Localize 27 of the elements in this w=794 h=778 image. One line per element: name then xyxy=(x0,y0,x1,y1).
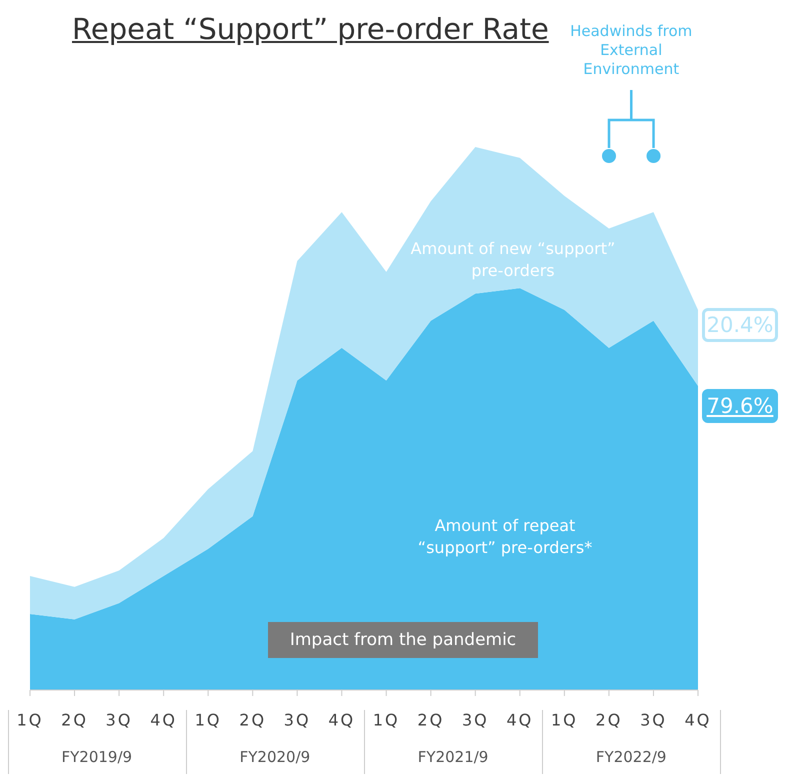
x-tick-label: 4Q xyxy=(506,710,534,730)
x-tick-label: 2Q xyxy=(596,710,622,730)
x-tick-label: 2Q xyxy=(61,710,88,730)
series-label: Amount of repeat “support” pre-orders* xyxy=(416,515,594,559)
x-tick-label: 3Q xyxy=(284,710,311,730)
x-tick-label: 2Q xyxy=(417,710,444,730)
annotation: Impact from the pandemic xyxy=(268,622,538,658)
text: FY2020/9 xyxy=(238,748,312,766)
text: 79.6% xyxy=(702,388,778,423)
text: 20.4% xyxy=(702,308,778,342)
x-tick-label: 3Q xyxy=(462,710,489,730)
chart-title: Repeat “Support” pre-order Rate xyxy=(72,12,549,46)
x-tick-label: 1Q xyxy=(16,710,44,730)
x-tick-label: 1Q xyxy=(194,710,222,730)
x-tick-label: 1Q xyxy=(372,710,400,730)
x-tick-label: 3Q xyxy=(640,710,667,730)
text: FY2021/9 xyxy=(416,748,490,766)
x-tick-label: 4Q xyxy=(684,710,712,730)
x-tick-label: 1Q xyxy=(551,710,578,730)
text: FY2022/9 xyxy=(594,748,668,766)
x-tick-label: 3Q xyxy=(106,710,132,730)
text: Headwinds from External Environment xyxy=(569,22,694,79)
x-tick-label: 2Q xyxy=(239,710,266,730)
x-tick-label: 4Q xyxy=(150,710,177,730)
text: FY2019/9 xyxy=(60,748,134,766)
x-tick-label: 4Q xyxy=(328,710,356,730)
series-label: Amount of new “support” pre-orders xyxy=(410,238,616,282)
